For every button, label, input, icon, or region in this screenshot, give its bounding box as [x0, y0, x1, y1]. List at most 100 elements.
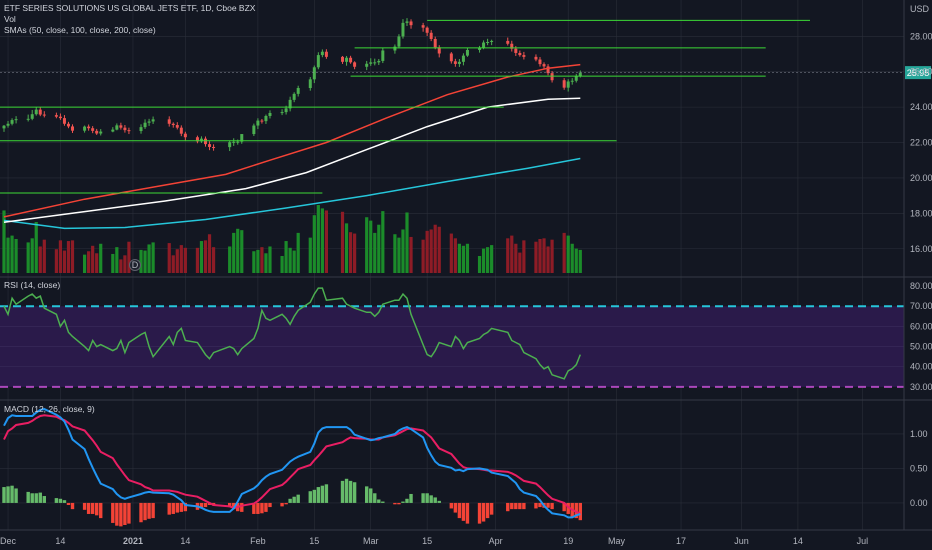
- candle-body: [58, 116, 62, 119]
- macd-histogram-bar: [550, 502, 554, 510]
- macd-histogram-bar: [264, 502, 268, 512]
- candle-body: [54, 115, 58, 117]
- candle-body: [236, 141, 240, 143]
- macd-histogram-bar: [111, 502, 115, 523]
- volume-bar: [348, 232, 353, 273]
- candle-body: [341, 56, 345, 62]
- dividend-marker[interactable]: D: [129, 259, 141, 271]
- candle-body: [296, 88, 300, 94]
- time-tick-label: 14: [55, 536, 65, 546]
- macd-histogram-bar: [574, 502, 578, 519]
- macd-histogram-bar: [312, 489, 317, 503]
- macd-histogram-bar: [369, 488, 373, 503]
- macd-histogram-bar: [175, 502, 179, 513]
- volume-bar: [143, 250, 147, 273]
- macd-histogram-bar: [30, 493, 34, 503]
- macd-histogram-bar: [119, 502, 123, 527]
- volume-bar: [506, 238, 510, 273]
- candle-body: [409, 21, 413, 26]
- macd-histogram-bar: [477, 502, 482, 524]
- volume-bar: [232, 232, 236, 273]
- volume-bar: [42, 239, 46, 273]
- volume-bar: [546, 246, 550, 273]
- macd-histogram-bar: [252, 502, 256, 514]
- candle-body: [570, 80, 574, 82]
- time-tick-label: Jul: [857, 536, 869, 546]
- volume-bar: [211, 247, 216, 273]
- dividend-marker-circle[interactable]: [129, 259, 141, 271]
- volume-bar: [183, 247, 187, 273]
- candle-body: [308, 79, 312, 89]
- volume-bar: [486, 247, 490, 273]
- time-tick-label: 17: [676, 536, 686, 546]
- volume-bar: [34, 222, 38, 273]
- macd-histogram-bar: [506, 502, 510, 512]
- volume-bar: [514, 243, 518, 273]
- candle-body: [167, 119, 171, 124]
- macd-histogram-bar: [381, 501, 385, 503]
- candle-body: [268, 112, 272, 116]
- volume-bar: [324, 210, 328, 273]
- time-tick-label: Feb: [250, 536, 266, 546]
- time-tick-label: Apr: [489, 536, 503, 546]
- candle-body: [208, 144, 212, 147]
- macd-histogram-bar: [90, 502, 95, 514]
- macd-histogram-bar: [457, 502, 462, 519]
- volume-bar: [167, 243, 171, 273]
- volume-bar: [477, 256, 482, 273]
- macd-histogram-bar: [324, 484, 329, 503]
- macd-histogram-bar: [151, 502, 155, 519]
- candle-body: [252, 125, 256, 135]
- volume-bar: [70, 240, 75, 273]
- volume-bar: [369, 220, 373, 273]
- time-tick-label: Jun: [734, 536, 749, 546]
- macd-histogram-bar: [284, 502, 288, 505]
- dividend-marker-letter[interactable]: D: [132, 260, 139, 270]
- macd-histogram-bar: [227, 502, 232, 508]
- candle-body: [292, 93, 296, 100]
- tick-labels: 16.00 18.00 20.00 22.00 24.00 26.00 28.00 30.00…: [0, 31, 932, 546]
- macd-histogram-bar: [348, 480, 353, 503]
- macd-histogram-bar: [449, 502, 454, 509]
- macd-histogram-bar: [171, 502, 175, 514]
- candle-body: [453, 61, 457, 64]
- candle-body: [195, 137, 199, 142]
- macd-histogram-bar: [260, 502, 264, 514]
- macd-histogram-bar: [425, 493, 429, 503]
- macd-histogram-bar: [373, 493, 377, 503]
- macd-histogram-bar: [320, 485, 325, 503]
- price-tick-label: 28.00: [910, 31, 932, 41]
- candle-body: [425, 27, 429, 33]
- volume-bar: [429, 229, 433, 273]
- macd-histogram-bar: [352, 482, 357, 503]
- rsi-tick-label: 40.00: [910, 362, 932, 372]
- volume-bar: [115, 247, 119, 273]
- volume-bar: [264, 253, 268, 273]
- candle-body: [316, 55, 320, 68]
- macd-histogram-bar: [34, 493, 38, 503]
- candle-body: [240, 134, 244, 142]
- time-tick-label: Dec: [0, 536, 17, 546]
- rsi-tick-label: 60.00: [910, 321, 932, 331]
- candle-body: [66, 123, 70, 127]
- candle-body: [34, 109, 38, 115]
- volume-bar: [320, 208, 324, 273]
- macd-histogram-bar: [62, 500, 67, 503]
- candle-body: [10, 120, 14, 124]
- volume-bar: [10, 235, 14, 273]
- volume-bar: [518, 252, 522, 273]
- volume-bar: [240, 230, 244, 273]
- volume-bar: [405, 212, 409, 273]
- macd-tick-label: 0.50: [910, 463, 928, 473]
- volume-bar: [288, 247, 292, 273]
- candle-body: [457, 61, 461, 64]
- candle-body: [546, 66, 550, 74]
- macd-histogram-bar: [518, 502, 522, 510]
- candle-body: [147, 121, 151, 123]
- candle-body: [111, 129, 115, 132]
- macd-histogram-bar: [86, 502, 91, 514]
- volume-bar: [510, 235, 514, 273]
- volume-bar: [542, 238, 546, 273]
